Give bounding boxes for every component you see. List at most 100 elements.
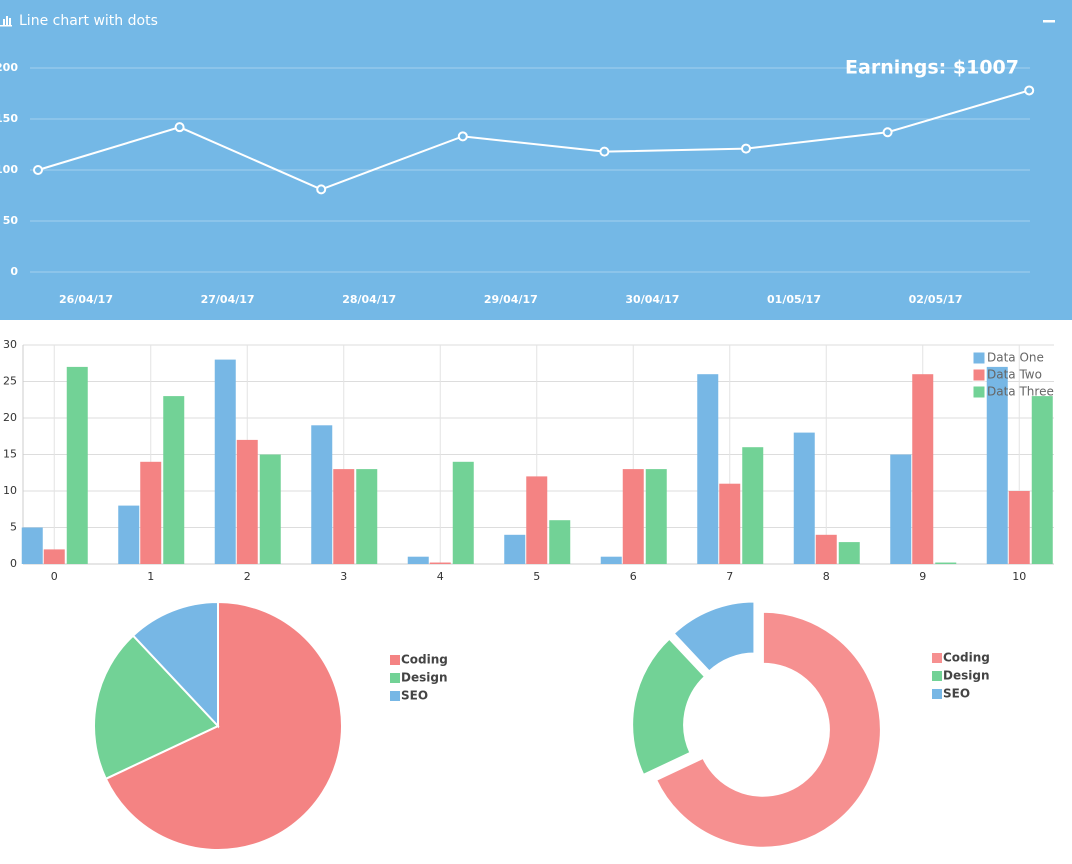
x-tick-label: 27/04/17: [201, 293, 255, 306]
line: [37, 89, 1030, 191]
bar: [815, 534, 837, 564]
bar: [236, 439, 258, 564]
bar: [645, 469, 667, 564]
bar: [1031, 396, 1053, 564]
y-tick-label: 25: [3, 375, 17, 388]
slice: [93, 634, 220, 781]
slice: [631, 637, 707, 777]
bar: [838, 542, 860, 564]
bar: [163, 396, 185, 564]
legend-swatch: [972, 351, 986, 365]
bar: [140, 461, 162, 564]
bar: [504, 534, 526, 564]
legend-swatch: [390, 655, 400, 665]
y-tick-label: 200: [0, 61, 18, 74]
dot: [1024, 85, 1035, 96]
bar: [742, 447, 764, 564]
y-tick-label: 150: [0, 112, 18, 125]
x-tick-label: 7: [726, 570, 733, 583]
legend-swatch: [390, 673, 400, 683]
slice: [131, 600, 219, 729]
legend-label: Design: [401, 671, 448, 685]
slice: [672, 600, 756, 673]
y-tick-label: 100: [0, 163, 18, 176]
chart-icon: [0, 16, 12, 27]
bar: [66, 366, 88, 564]
x-tick-label: 2: [244, 570, 251, 583]
legend-label: Data Three: [987, 385, 1054, 399]
x-tick-label: 26/04/17: [59, 293, 113, 306]
bar: [793, 432, 815, 564]
bar: [912, 374, 934, 564]
legend-label: Coding: [401, 653, 448, 667]
bar: [259, 454, 281, 564]
slice: [654, 610, 882, 849]
bar: [429, 562, 451, 564]
y-tick-label: 50: [3, 214, 19, 227]
dot: [457, 131, 468, 142]
bar: [43, 549, 65, 564]
bar: [356, 469, 378, 564]
x-tick-label: 9: [919, 570, 926, 583]
legend-swatch: [390, 691, 400, 701]
x-tick-label: 02/05/17: [909, 293, 963, 306]
bar: [549, 520, 571, 564]
y-tick-label: 30: [3, 338, 17, 351]
bar: [622, 469, 644, 564]
y-tick-label: 10: [3, 484, 17, 497]
legend-label: Data Two: [987, 368, 1042, 382]
bar: [311, 425, 333, 564]
x-tick-label: 1: [147, 570, 154, 583]
dot: [882, 127, 893, 138]
dot: [599, 146, 610, 157]
legend-label: Data One: [987, 351, 1044, 365]
bar: [118, 505, 140, 564]
x-tick-label: 3: [340, 570, 347, 583]
legend-label: Coding: [943, 651, 990, 665]
x-tick-label: 29/04/17: [484, 293, 538, 306]
legend-label: SEO: [943, 687, 970, 701]
bar: [935, 562, 957, 564]
dot: [316, 184, 327, 195]
bar: [526, 476, 548, 564]
x-tick-label: 10: [1012, 570, 1026, 583]
panel-title: Line chart with dots: [19, 13, 158, 29]
y-tick-label: 0: [10, 557, 17, 570]
y-tick-label: 20: [3, 411, 17, 424]
line-panel: [0, 0, 1072, 320]
x-tick-label: 28/04/17: [342, 293, 396, 306]
bar: [452, 461, 474, 564]
bar: [890, 454, 912, 564]
legend-swatch: [972, 385, 986, 399]
x-tick-label: 8: [823, 570, 830, 583]
legend-label: SEO: [401, 689, 428, 703]
bar: [214, 359, 236, 564]
bar: [697, 374, 719, 564]
dot: [33, 165, 43, 175]
dot: [174, 122, 185, 133]
x-tick-label: 6: [630, 570, 637, 583]
bar: [986, 366, 1008, 564]
legend-swatch: [932, 653, 942, 663]
earnings: Earnings: $1007: [845, 57, 1019, 79]
bar: [21, 527, 43, 564]
slice: [104, 600, 343, 851]
legend-swatch: [932, 671, 942, 681]
legend-swatch: [932, 689, 942, 699]
y-tick-label: 15: [3, 448, 17, 461]
bar: [600, 556, 622, 564]
bar: [333, 469, 355, 564]
dot: [741, 143, 751, 154]
x-tick-label: 01/05/17: [767, 293, 821, 306]
legend-swatch: [972, 368, 986, 382]
collapse-button[interactable]: [1043, 20, 1055, 23]
x-tick-label: 30/04/17: [625, 293, 679, 306]
x-tick-label: 5: [533, 570, 540, 583]
bar: [1008, 491, 1030, 564]
legend-label: Design: [943, 669, 990, 683]
y-tick-label: 0: [10, 265, 18, 278]
bar: [407, 556, 429, 564]
x-tick-label: 0: [51, 570, 58, 583]
